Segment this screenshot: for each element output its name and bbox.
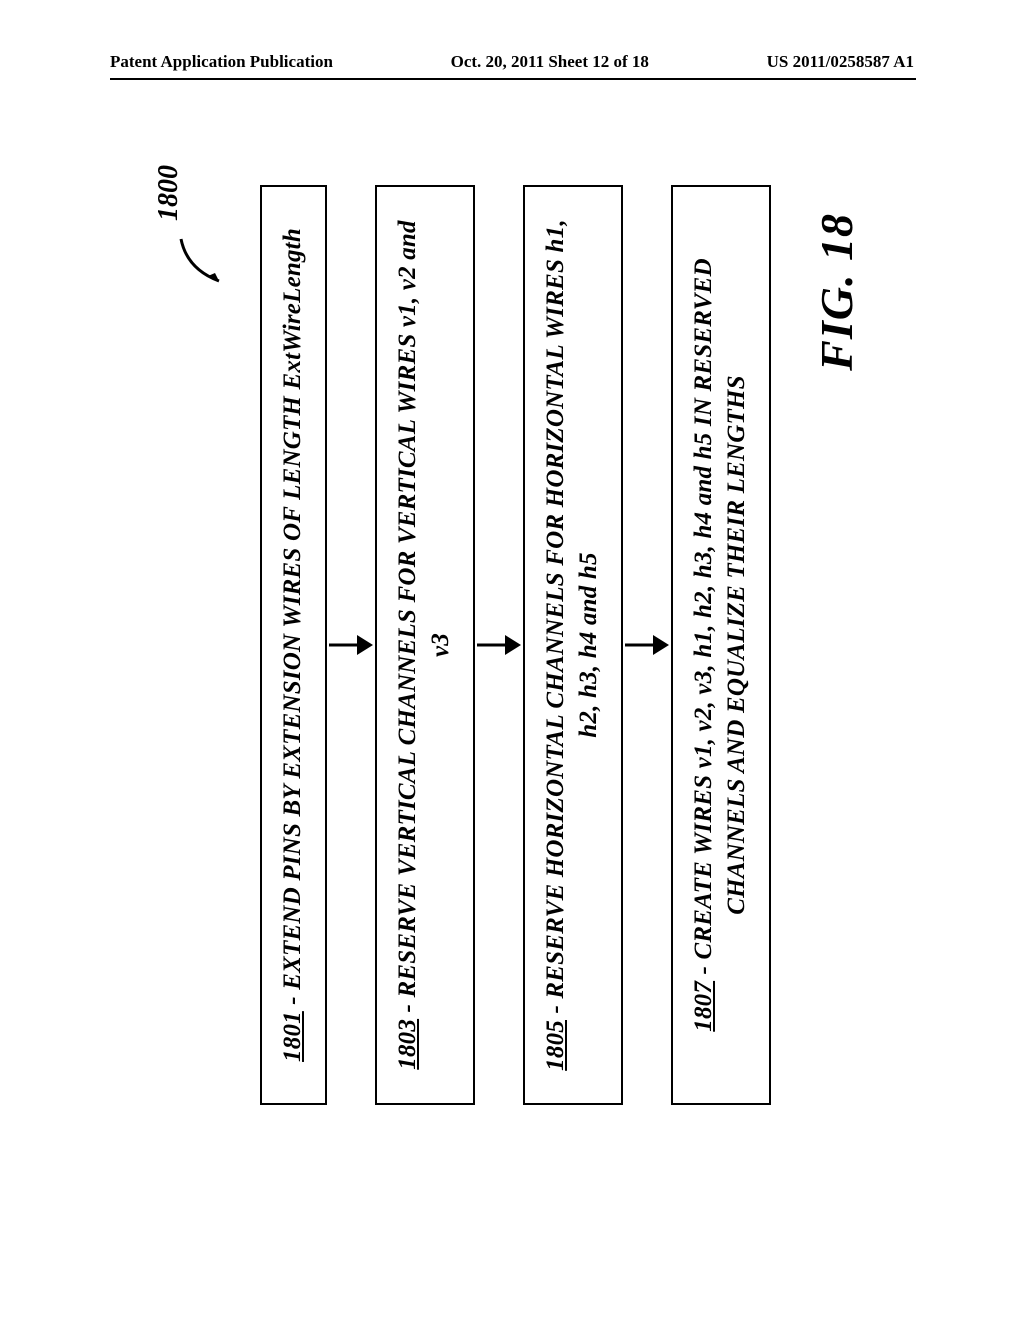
step-number: 1805 — [542, 1020, 569, 1071]
step-text: - RESERVE VERTICAL CHANNELS FOR VERTICAL… — [394, 220, 454, 1019]
step-1801: 1801 - EXTEND PINS BY EXTENSION WIRES OF… — [260, 185, 327, 1105]
step-number: 1807 — [690, 981, 717, 1032]
step-text: - CREATE WIRES v1, v2, v3, h1, h2, h3, h… — [690, 258, 750, 981]
step-number: 1801 — [279, 1011, 306, 1062]
step-1807: 1807 - CREATE WIRES v1, v2, v3, h1, h2, … — [671, 185, 771, 1105]
leader-arc-icon — [175, 233, 229, 287]
flow-arrow-icon — [327, 631, 375, 659]
step-text: - EXTEND PINS BY EXTENSION WIRES OF LENG… — [279, 228, 306, 1011]
flow-arrow-icon — [475, 631, 523, 659]
flowchart-1800: 1800 1801 - EXTEND PINS BY EXTENSION WIR… — [145, 125, 915, 1165]
step-text: - RESERVE HORIZONTAL CHANNELS FOR HORIZO… — [542, 219, 602, 1020]
step-number: 1803 — [394, 1019, 421, 1070]
page: Patent Application Publication Oct. 20, … — [0, 0, 1024, 1320]
flow-steps: 1801 - EXTEND PINS BY EXTENSION WIRES OF… — [260, 145, 771, 1145]
step-1805: 1805 - RESERVE HORIZONTAL CHANNELS FOR H… — [523, 185, 623, 1105]
diagram-container: 1800 1801 - EXTEND PINS BY EXTENSION WIR… — [0, 0, 1024, 1320]
step-1803: 1803 - RESERVE VERTICAL CHANNELS FOR VER… — [375, 185, 475, 1105]
flow-arrow-icon — [623, 631, 671, 659]
figure-label: FIG. 18 — [810, 213, 863, 371]
reference-numeral: 1800 — [153, 165, 185, 221]
